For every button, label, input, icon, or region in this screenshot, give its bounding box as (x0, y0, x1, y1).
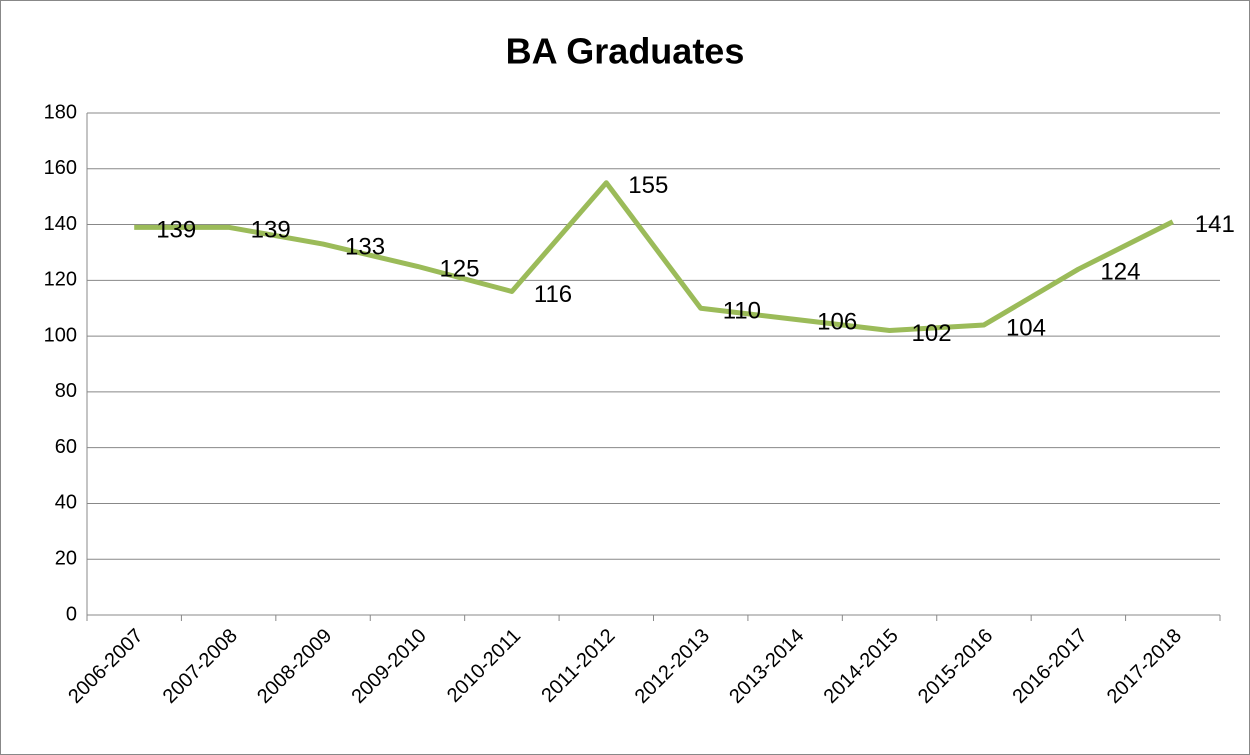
data-label: 133 (345, 233, 385, 260)
y-tick-label: 140 (44, 213, 77, 235)
y-tick-label: 60 (55, 436, 77, 458)
y-tick-label: 0 (66, 603, 77, 625)
y-tick-label: 120 (44, 269, 77, 291)
data-label: 125 (439, 256, 479, 283)
data-label: 139 (251, 217, 291, 244)
data-label: 110 (723, 298, 761, 325)
y-tick-label: 100 (44, 324, 77, 346)
line (134, 180, 1174, 334)
data-label: 141 (1195, 211, 1235, 238)
y-tick-label: 160 (44, 157, 77, 179)
data-label: 139 (156, 217, 196, 244)
y-tick-label: 80 (55, 380, 77, 402)
data-label: 124 (1100, 259, 1140, 286)
y-tick-label: 20 (55, 548, 77, 570)
y-tick-label: 180 (44, 101, 77, 123)
data-label: 104 (1006, 314, 1046, 341)
y-tick-label: 40 (55, 492, 77, 514)
data-label: 106 (817, 309, 857, 336)
data-label: 116 (534, 281, 572, 308)
data-label: 155 (628, 172, 668, 199)
chart-title: BA Graduates (506, 31, 745, 72)
data-label: 102 (912, 320, 952, 347)
